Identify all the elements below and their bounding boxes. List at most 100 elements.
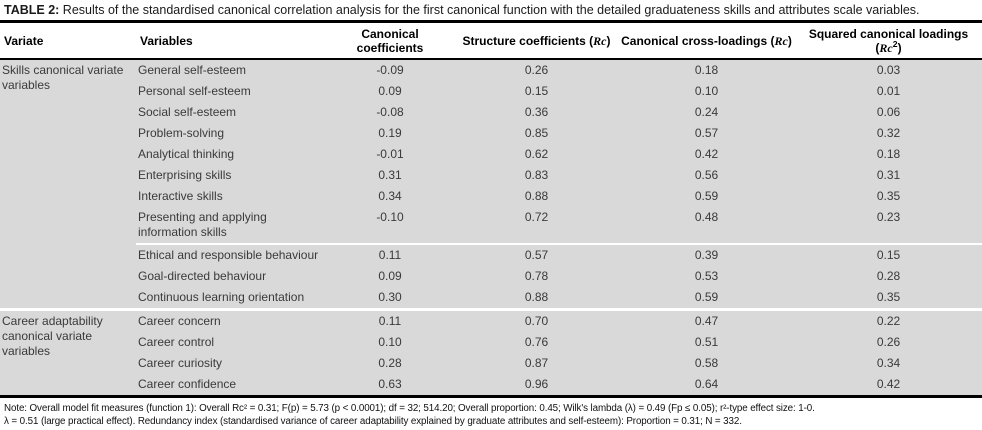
variate-cell: Career adaptability canonical variate va… (0, 308, 136, 397)
value-cell: 0.19 (325, 123, 455, 144)
variable-cell: Analytical thinking (136, 144, 325, 165)
table-row: Presenting and applying information skil… (0, 207, 982, 244)
value-cell: 0.59 (618, 287, 795, 310)
value-cell: 0.70 (455, 308, 618, 332)
value-cell: 0.11 (325, 243, 455, 266)
value-cell: 0.96 (455, 374, 618, 397)
table-row: Continuous learning orientation 0.30 0.88 0… (0, 287, 982, 310)
value-cell: 0.28 (325, 353, 455, 374)
value-cell: 0.59 (618, 186, 795, 207)
value-cell: -0.10 (325, 207, 455, 244)
variable-cell: Career confidence (136, 374, 325, 397)
table-note: Note: Overall model fit measures (functi… (0, 398, 982, 430)
table-title-text: Results of the standardised canonical co… (59, 3, 920, 17)
variable-cell: Career control (136, 332, 325, 353)
table-row: Career curiosity 0.28 0.87 0.58 0.34 (0, 353, 982, 374)
value-cell: 0.47 (618, 308, 795, 332)
value-cell: 0.39 (618, 243, 795, 266)
value-cell: 0.72 (455, 207, 618, 244)
variable-cell: Career concern (136, 308, 325, 332)
column-header-0: Variate (0, 23, 136, 60)
value-cell: 0.09 (325, 81, 455, 102)
value-cell: 0.31 (795, 165, 982, 186)
value-cell: 0.42 (795, 374, 982, 397)
value-cell: 0.10 (325, 332, 455, 353)
math-symbol: Rc (774, 34, 788, 48)
value-cell: 0.15 (455, 81, 618, 102)
value-cell: 0.15 (795, 243, 982, 266)
variable-cell: Ethical and responsible behaviour (136, 243, 325, 266)
table-row: Ethical and responsible behaviour 0.11 0.5… (0, 243, 982, 266)
value-cell: 0.28 (795, 266, 982, 287)
table-row: Social self-esteem -0.08 0.36 0.24 0.06 (0, 102, 982, 123)
value-cell: 0.26 (455, 59, 618, 81)
table-row: Skills canonical variate variables Genera… (0, 59, 982, 310)
value-cell: 0.35 (795, 287, 982, 310)
table-row: Career control 0.10 0.76 0.51 0.26 (0, 332, 982, 353)
table-row: Problem-solving 0.19 0.85 0.57 0.32 (0, 123, 982, 144)
value-cell: 0.34 (325, 186, 455, 207)
value-cell: -0.09 (325, 59, 455, 81)
value-cell: 0.22 (795, 308, 982, 332)
value-cell: 0.18 (618, 59, 795, 81)
value-cell: 0.34 (795, 353, 982, 374)
column-header-2: Canonical coefficients (325, 23, 455, 60)
table-row: Interactive skills 0.34 0.88 0.59 0.35 (0, 186, 982, 207)
value-cell: 0.85 (455, 123, 618, 144)
value-cell: 0.78 (455, 266, 618, 287)
value-cell: 0.36 (455, 102, 618, 123)
note-line-2: λ = 0.51 (large practical effect). Redun… (4, 416, 742, 427)
column-header-1: Variables (136, 23, 325, 60)
table-title: TABLE 2: Results of the standardised can… (0, 0, 982, 23)
column-header-3: Structure coefficients (Rc) (455, 23, 618, 60)
value-cell: 0.09 (325, 266, 455, 287)
variable-cell: Enterprising skills (136, 165, 325, 186)
canonical-correlation-table: Variate Variables Canonical coefficients St… (0, 23, 982, 398)
value-cell: -0.01 (325, 144, 455, 165)
variable-cell: Social self-esteem (136, 102, 325, 123)
variable-cell: Problem-solving (136, 123, 325, 144)
value-cell: 0.06 (795, 102, 982, 123)
value-cell: 0.56 (618, 165, 795, 186)
value-cell: 0.58 (618, 353, 795, 374)
value-cell: 0.03 (795, 59, 982, 81)
table-row: Career adaptability canonical variate va… (0, 308, 982, 397)
value-cell: 0.57 (455, 243, 618, 266)
table-section-1: Career adaptability canonical variate va… (0, 308, 982, 397)
value-cell: -0.08 (325, 102, 455, 123)
variable-cell: Career curiosity (136, 353, 325, 374)
variable-cell: Presenting and applying information skil… (136, 207, 325, 244)
value-cell: 0.48 (618, 207, 795, 244)
note-line-1: Note: Overall model fit measures (functi… (4, 403, 815, 414)
value-cell: 0.30 (325, 287, 455, 310)
value-cell: 0.83 (455, 165, 618, 186)
value-cell: 0.35 (795, 186, 982, 207)
header-row: Variate Variables Canonical coefficients St… (0, 23, 982, 60)
column-header-4: Canonical cross-loadings (Rc) (618, 23, 795, 60)
value-cell: 0.10 (618, 81, 795, 102)
value-cell: 0.24 (618, 102, 795, 123)
value-cell: 0.88 (455, 186, 618, 207)
value-cell: 0.31 (325, 165, 455, 186)
math-symbol: Rc (879, 41, 893, 55)
value-cell: 0.76 (455, 332, 618, 353)
value-cell: 0.11 (325, 308, 455, 332)
value-cell: 0.88 (455, 287, 618, 310)
column-header-5: Squared canonical loadings (Rc2) (795, 23, 982, 60)
table-header: Variate Variables Canonical coefficients St… (0, 23, 982, 60)
variable-cell: Personal self-esteem (136, 81, 325, 102)
value-cell: 0.18 (795, 144, 982, 165)
math-symbol: Rc (593, 34, 607, 48)
variable-cell: Interactive skills (136, 186, 325, 207)
value-cell: 0.42 (618, 144, 795, 165)
table-row: Enterprising skills 0.31 0.83 0.56 0.31 (0, 165, 982, 186)
value-cell: 0.64 (618, 374, 795, 397)
table-row: Career confidence 0.63 0.96 0.64 0.42 (0, 374, 982, 397)
value-cell: 0.26 (795, 332, 982, 353)
variable-cell: Goal-directed behaviour (136, 266, 325, 287)
variate-cell: Skills canonical variate variables (0, 59, 136, 310)
value-cell: 0.51 (618, 332, 795, 353)
table-row: Personal self-esteem 0.09 0.15 0.10 0.01 (0, 81, 982, 102)
value-cell: 0.01 (795, 81, 982, 102)
